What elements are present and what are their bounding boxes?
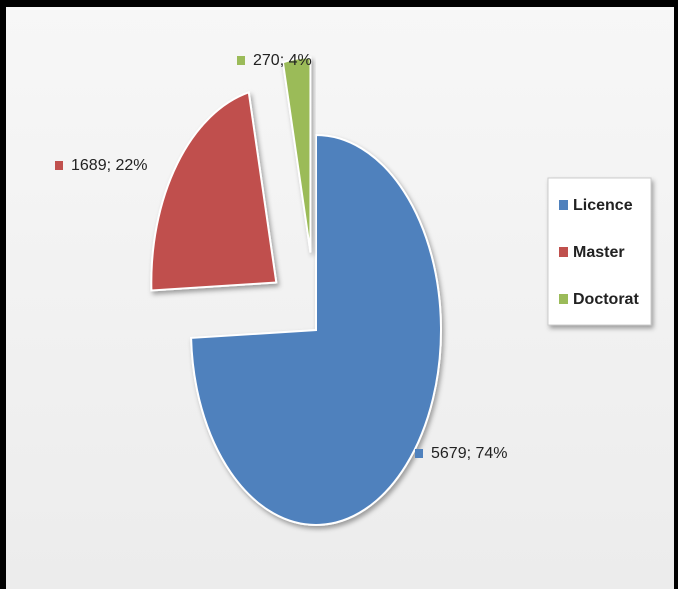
pie-slice — [281, 56, 312, 253]
pie-slice — [190, 133, 442, 526]
data-label: 270; 4% — [253, 52, 312, 69]
label-swatch — [55, 161, 63, 170]
label-swatch — [237, 56, 245, 65]
legend-label: Master — [573, 244, 625, 261]
data-label: 1689; 22% — [71, 157, 148, 174]
legend-label: Doctorat — [573, 291, 639, 308]
legend: Licence Master Doctorat — [559, 197, 639, 308]
pie-slice — [150, 90, 278, 292]
legend-label: Licence — [573, 197, 633, 214]
data-label: 5679; 74% — [431, 445, 508, 462]
pie — [150, 56, 442, 526]
label-swatch — [415, 449, 423, 458]
data-labels: 5679; 74% 1689; 22% 270; 4% — [55, 52, 508, 462]
legend-swatch — [559, 200, 568, 210]
legend-swatch — [559, 247, 568, 257]
legend-swatch — [559, 294, 568, 304]
